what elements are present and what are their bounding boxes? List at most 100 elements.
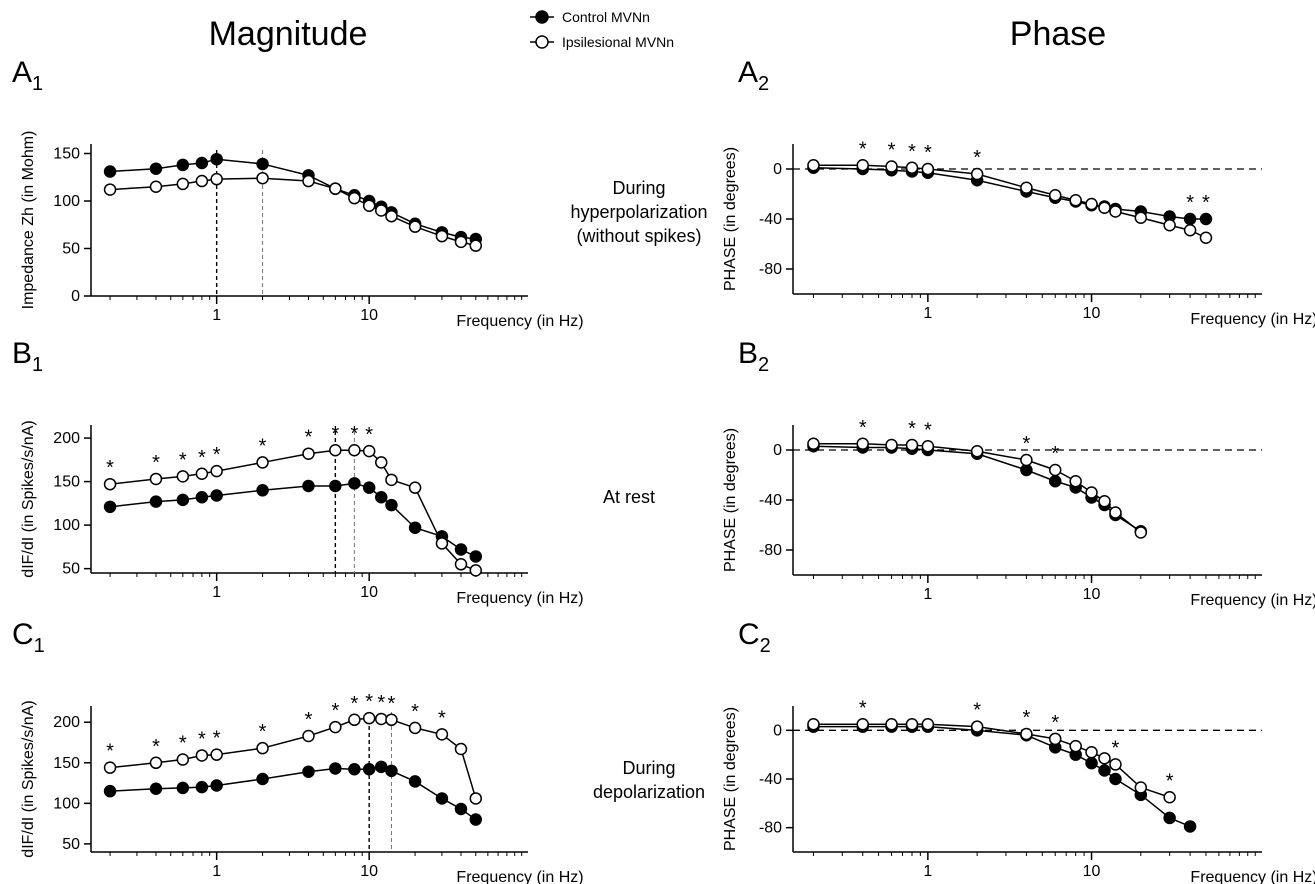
x-tick-label-c1-1: 10 — [360, 863, 378, 880]
data-point-c2-open-11 — [1109, 758, 1122, 771]
significance-star-b1-2: * — [179, 449, 187, 471]
data-point-b2-open-5 — [970, 445, 984, 458]
data-point-b1-filled-7 — [329, 479, 342, 493]
y-axis-label-a1: Impedance Zh (in Mohm) — [20, 131, 37, 310]
data-point-b1-open-10 — [374, 456, 388, 469]
data-point-c1-open-4 — [210, 748, 223, 761]
data-point-c1-filled-0 — [103, 784, 117, 798]
significance-star-c1-8: * — [350, 693, 358, 715]
data-point-b1-filled-12 — [408, 521, 422, 534]
data-point-c1-filled-1 — [149, 782, 163, 795]
legend-label-ipsilesional: Ipsilesional MVNn — [562, 34, 674, 50]
data-point-b1-open-4 — [210, 464, 223, 478]
data-point-c1-open-13 — [435, 728, 449, 741]
data-point-b1-filled-15 — [469, 550, 483, 563]
significance-star-b1-3: * — [198, 447, 206, 469]
data-point-b1-open-5 — [256, 456, 269, 469]
significance-star-b1-7: * — [331, 423, 339, 445]
x-tick-label-c2-0: 1 — [923, 863, 932, 880]
panel-subscript-a2: 2 — [758, 73, 769, 95]
series-line-a2-filled — [813, 167, 1206, 220]
data-point-b1-filled-9 — [362, 481, 376, 494]
data-point-a1-open-13 — [435, 229, 449, 243]
x-tick-label-b1-1: 10 — [360, 584, 378, 601]
data-point-c2-open-6 — [1020, 727, 1033, 741]
data-point-c2-open-8 — [1069, 739, 1082, 753]
x-axis-label-c1: Frequency (in Hz) — [456, 869, 583, 884]
x-tick-label-c1-0: 1 — [212, 863, 221, 880]
significance-star-c1-6: * — [305, 709, 313, 731]
data-point-a1-open-10 — [374, 204, 388, 217]
data-point-c2-open-5 — [970, 720, 984, 733]
condition-1-line-0: At rest — [603, 487, 655, 507]
data-point-a1-filled-2 — [176, 158, 190, 172]
significance-star-a2-4: * — [973, 147, 981, 169]
data-point-c2-open-12 — [1134, 781, 1148, 794]
data-point-c1-filled-10 — [374, 760, 388, 774]
data-point-b1-open-8 — [348, 443, 361, 457]
y-axis-label-c2: PHASE (in degrees) — [722, 707, 739, 851]
data-point-a2-open-5 — [970, 167, 984, 181]
x-tick-label-b1-0: 1 — [212, 584, 221, 601]
x-tick-label-a1-1: 10 — [360, 307, 378, 324]
data-point-a1-open-8 — [348, 191, 361, 205]
data-point-c1-open-14 — [454, 742, 468, 756]
y-tick-label-c2-2: -80 — [759, 820, 782, 837]
y-tick-label-b2-0: 0 — [773, 442, 782, 459]
data-point-a1-open-1 — [149, 180, 163, 193]
significance-star-b1-1: * — [152, 452, 160, 474]
data-point-b2-open-12 — [1134, 526, 1148, 539]
x-tick-label-b2-0: 1 — [923, 586, 932, 603]
data-point-a2-open-0 — [807, 159, 820, 172]
y-tick-label-a1-2: 100 — [53, 193, 80, 210]
data-point-a1-filled-1 — [149, 162, 163, 175]
data-point-c1-filled-15 — [469, 813, 483, 826]
panel-label-c1: C1 — [12, 618, 45, 657]
significance-star-b2-3: * — [1023, 433, 1031, 455]
y-tick-label-b2-2: -80 — [759, 542, 782, 559]
data-point-a2-filled-15 — [1199, 212, 1213, 226]
data-point-b1-open-12 — [408, 481, 422, 494]
series-line-c1-filled — [110, 766, 477, 821]
data-point-a1-open-5 — [256, 171, 269, 185]
x-tick-label-a1-0: 1 — [212, 307, 221, 324]
significance-star-c2-0: * — [859, 697, 867, 719]
series-line-a1-filled — [110, 158, 476, 240]
data-point-c1-filled-13 — [435, 792, 449, 805]
data-point-a1-open-9 — [362, 199, 376, 212]
data-point-c1-filled-12 — [408, 775, 422, 788]
panel-b2: B2 1 10 0 -40 -80 Frequency (in Hz) PHASE (in d… — [722, 337, 1315, 609]
legend-label-control: Control MVNn — [562, 9, 650, 25]
significance-star-b1-0: * — [106, 457, 114, 479]
data-point-c1-open-0 — [103, 761, 117, 774]
x-axis-label-a1: Frequency (in Hz) — [456, 313, 583, 330]
data-point-a1-filled-4 — [210, 152, 223, 166]
data-point-c1-filled-14 — [454, 802, 468, 816]
significance-star-c1-13: * — [438, 707, 446, 729]
data-point-a2-filled-14 — [1183, 212, 1197, 226]
data-point-b1-open-6 — [302, 447, 315, 460]
data-point-b1-open-14 — [454, 558, 468, 571]
data-point-b1-filled-8 — [348, 477, 361, 490]
data-point-a1-open-3 — [195, 174, 209, 188]
data-point-c1-filled-7 — [329, 762, 342, 775]
data-point-a2-open-12 — [1134, 211, 1148, 224]
panel-label-c2: C2 — [738, 618, 771, 657]
y-axis-label-c1: dIF/dI (in Spikes/s/nA) — [20, 700, 37, 857]
panel-label-a2: A2 — [738, 56, 769, 95]
significance-star-c1-11: * — [388, 693, 396, 715]
data-point-b2-open-7 — [1048, 463, 1062, 477]
legend-item-control: Control MVNn — [530, 9, 650, 25]
condition-label-0: During hyperpolarization (without spikes… — [570, 178, 707, 246]
panel-subscript-c2: 2 — [760, 635, 771, 657]
y-tick-label-a2-2: -80 — [759, 261, 782, 278]
y-tick-label-a1-1: 50 — [62, 241, 80, 258]
x-axis-label-b1: Frequency (in Hz) — [456, 590, 583, 607]
y-tick-label-a2-1: -40 — [759, 211, 782, 228]
significance-star-a2-0: * — [859, 138, 867, 160]
panel-subscript-a1: 1 — [32, 73, 43, 95]
x-axis-label-c2: Frequency (in Hz) — [1190, 869, 1315, 884]
data-point-b1-open-7 — [329, 443, 342, 457]
